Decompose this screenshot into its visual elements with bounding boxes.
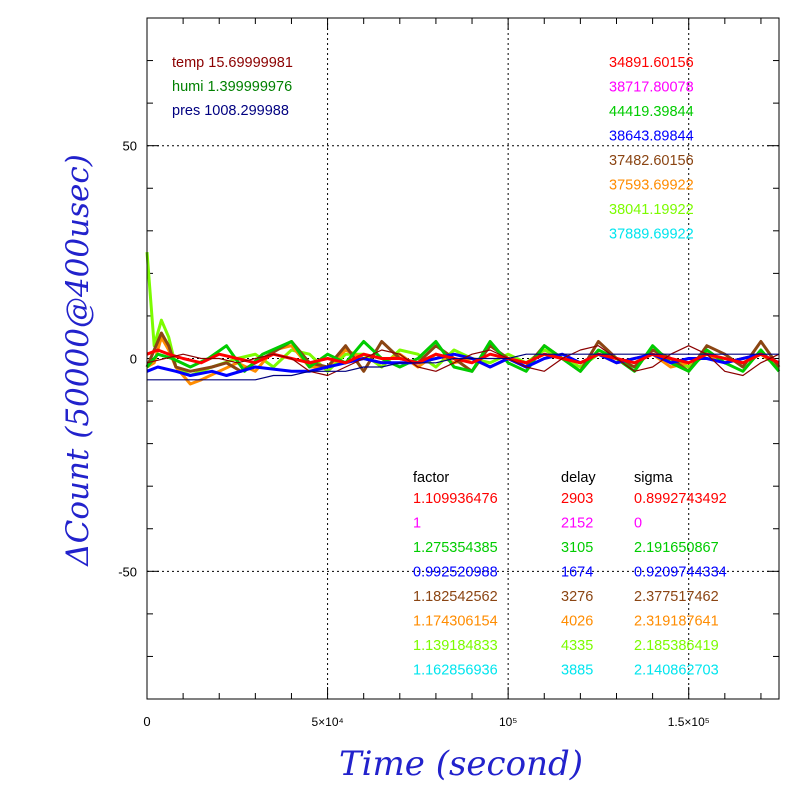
table-cell: 2152 <box>561 516 593 532</box>
env-labels: temp 15.69999981 humi 1.399999976 pres 100… <box>172 55 293 119</box>
env-label: humi 1.399999976 <box>172 79 292 95</box>
y-tick-label: 50 <box>123 139 137 154</box>
table-cell: 1.174306154 <box>413 614 498 630</box>
y-axis-title: ΔCount (50000@400usec) <box>60 154 96 567</box>
table-cell: 1674 <box>561 565 593 581</box>
env-label: pres 1008.299988 <box>172 103 289 119</box>
table-cell: 2.140862703 <box>634 663 719 679</box>
series-lines <box>145 251 781 386</box>
x-tick-labels: 0 5×10⁴ 10⁵ 1.5×10⁵ <box>143 714 709 729</box>
x-tick-label: 5×10⁴ <box>311 715 343 729</box>
table-cell: 2903 <box>561 491 593 507</box>
x-tick-label: 0 <box>143 714 150 729</box>
x-tick-label: 10⁵ <box>499 715 517 729</box>
table-cell: 3105 <box>561 540 593 556</box>
table-header: delay <box>561 470 596 486</box>
table-cell: 2.185386419 <box>634 638 719 654</box>
env-label: temp 15.69999981 <box>172 55 293 71</box>
count-labels: 34891.60156 38717.80078 44419.39844 38643.8… <box>609 55 694 243</box>
count-label: 38643.89844 <box>609 129 694 145</box>
table-cell: 2.377517462 <box>634 589 719 605</box>
table-cell: 4335 <box>561 638 593 654</box>
table-cell: 4026 <box>561 614 593 630</box>
count-label: 38041.19922 <box>609 202 694 218</box>
table-cell: 2.319187641 <box>634 614 719 630</box>
y-tick-label: -50 <box>118 564 137 579</box>
count-label: 37482.60156 <box>609 153 694 169</box>
table-cell: 1.275354385 <box>413 540 498 556</box>
table-cell: 1.139184833 <box>413 638 498 654</box>
table-cell: 0 <box>634 516 642 532</box>
table-header: sigma <box>634 470 674 486</box>
table-cell: 1.109936476 <box>413 491 498 507</box>
x-tick-label: 1.5×10⁵ <box>668 715 710 729</box>
table-cell: 2.191650867 <box>634 540 719 556</box>
count-label: 34891.60156 <box>609 55 694 71</box>
table-cell: 1 <box>413 516 421 532</box>
count-label: 37593.69922 <box>609 178 694 194</box>
table-cell: 0.8992743492 <box>634 491 727 507</box>
table-cell: 1.182542562 <box>413 589 498 605</box>
tick-marks <box>147 18 779 699</box>
table-cell: 1.162856936 <box>413 663 498 679</box>
plot-frame <box>146 17 780 700</box>
table-cell: 0.992520988 <box>413 565 498 581</box>
series-line <box>147 353 779 381</box>
count-label: 44419.39844 <box>609 104 694 120</box>
y-tick-labels: 50 0 -50 <box>118 139 137 580</box>
y-tick-label: 0 <box>130 352 137 367</box>
table-cell: 0.9209744334 <box>634 565 727 581</box>
count-label: 37889.69922 <box>609 227 694 243</box>
stats-table: factor delay sigma 1.109936476 2903 0.8992743… <box>413 470 727 679</box>
x-axis-title: Time (second) <box>339 744 583 784</box>
count-label: 38717.80078 <box>609 80 694 96</box>
table-header: factor <box>413 470 449 486</box>
table-cell: 3885 <box>561 663 593 679</box>
table-cell: 3276 <box>561 589 593 605</box>
series-line <box>145 340 781 373</box>
